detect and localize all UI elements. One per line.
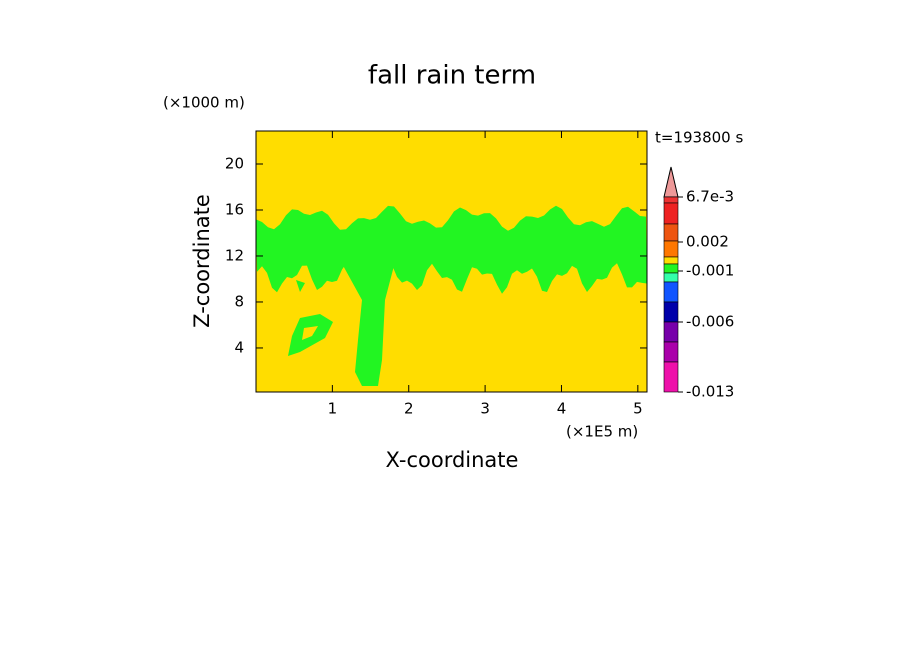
colorbar-segment (663, 240, 679, 258)
colorbar-segment (663, 321, 679, 343)
x-tick-label: 5 (633, 400, 643, 418)
colorbar-segment (663, 281, 679, 303)
colorbar-label: -0.001 (686, 262, 734, 280)
colorbar-segment (663, 196, 679, 204)
y-tick-label: 20 (225, 154, 244, 172)
x-tick-label: 4 (557, 400, 567, 418)
colorbar-segment (663, 301, 679, 323)
colorbar-segment (663, 256, 679, 265)
colorbar-label: 6.7e-3 (686, 188, 734, 206)
time-label: t=193800 s (655, 129, 743, 147)
y-tick-label: 12 (225, 246, 244, 264)
x-tick-label: 1 (328, 400, 338, 418)
y-tick-label: 16 (225, 200, 244, 218)
colorbar-label: -0.006 (686, 313, 734, 331)
colorbar-segment (663, 341, 679, 363)
plot-frame (255, 130, 648, 393)
contour-region (288, 314, 333, 356)
colorbar-segment (663, 272, 679, 283)
x-unit: (×1E5 m) (566, 423, 638, 441)
y-axis-title: Z-coordinate (190, 194, 214, 328)
y-unit: (×1000 m) (163, 94, 245, 112)
contour-region (340, 260, 395, 386)
colorbar-segment (663, 166, 679, 198)
chart-title: fall rain term (368, 61, 536, 91)
colorbar-segment (663, 361, 679, 393)
x-tick-label: 3 (480, 400, 490, 418)
x-axis-title: X-coordinate (386, 448, 519, 472)
colorbar-label: -0.013 (686, 383, 734, 401)
colorbar-segment (663, 223, 679, 242)
y-tick-label: 8 (234, 292, 244, 310)
colorbar-segment (663, 202, 679, 225)
y-tick-label: 4 (234, 338, 244, 356)
colorbar-segment (663, 263, 679, 274)
contour-region (296, 280, 305, 292)
colorbar-label: 0.002 (686, 233, 729, 251)
x-tick-label: 2 (404, 400, 414, 418)
